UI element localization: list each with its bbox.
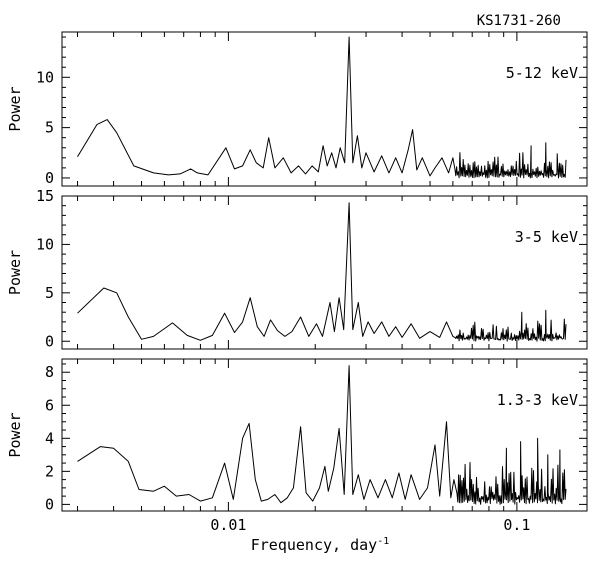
x-tick-label: 0.01 [210, 516, 246, 534]
panels-group: 0 5 10 Power 5-12 keV 0 5 10 15 Power 3-5 keV 0 2 4 6 8… [6, 31, 588, 534]
y-tick-label: 0 [45, 495, 54, 513]
figure-title: KS1731-260 [477, 13, 561, 29]
panel-1-power-series-line [77, 36, 567, 179]
panel-1-frame [61, 31, 588, 187]
panel-2-frame [61, 195, 588, 350]
y-tick-label: 10 [36, 68, 54, 86]
x-axis-label: Frequency, day-1 [251, 536, 389, 554]
panel-1-band-label: 5-12 keV [506, 64, 578, 82]
panel-3-frame [61, 358, 588, 512]
y-tick-label: 6 [45, 396, 54, 414]
y-tick-label: 8 [45, 363, 54, 381]
panel-2-power-series-line [77, 202, 567, 342]
y-tick-label: 0 [45, 332, 54, 350]
panel-1-y-axis-label: Power [6, 86, 24, 131]
y-tick-label: 5 [45, 119, 54, 137]
y-tick-label: 15 [36, 187, 54, 205]
x-tick-label: 0.1 [503, 516, 530, 534]
y-tick-label: 2 [45, 462, 54, 480]
panel-3-y-axis-label: Power [6, 412, 24, 457]
y-tick-label: 0 [45, 169, 54, 187]
y-tick-label: 5 [45, 284, 54, 302]
x-axis-label-superscript: -1 [377, 536, 389, 547]
x-axis-label-text: Frequency, day [251, 536, 377, 554]
panel-3-band-label: 1.3-3 keV [497, 391, 578, 409]
y-tick-label: 4 [45, 429, 54, 447]
panel-2-y-axis-label: Power [6, 250, 24, 295]
panel-2-band-label: 3-5 keV [515, 228, 578, 246]
panel-3-power-series-line [77, 365, 567, 505]
y-tick-label: 10 [36, 235, 54, 253]
